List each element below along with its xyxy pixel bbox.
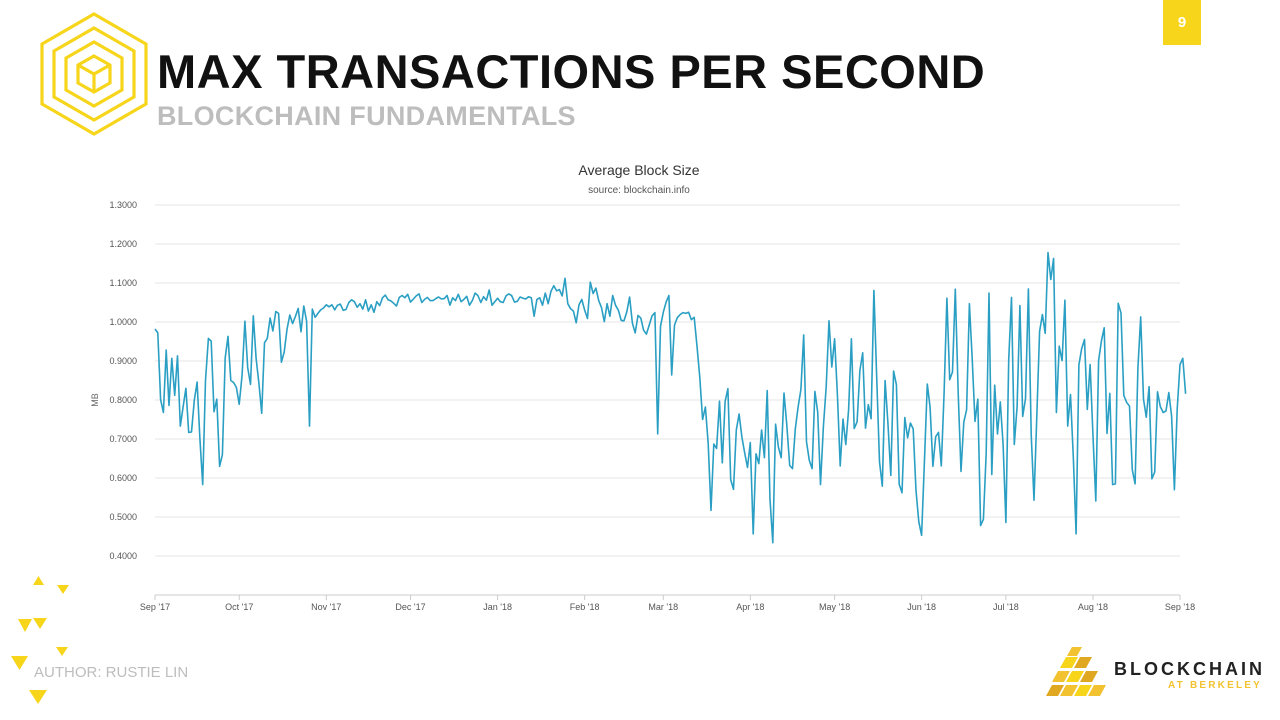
x-tick-label: Dec '17 (395, 602, 425, 612)
x-tick-label: Apr '18 (736, 602, 764, 612)
page-number: 9 (1163, 0, 1201, 45)
triangle-up-icon (33, 576, 44, 585)
triangle-down-icon (29, 690, 47, 704)
x-tick-label: Sep '17 (140, 602, 170, 612)
slide-title: MAX TRANSACTIONS PER SECOND (157, 45, 986, 98)
brand-subtitle: AT BERKELEY (1168, 680, 1263, 691)
cube-hexagon-logo-icon (40, 12, 148, 136)
x-tick-label: Feb '18 (570, 602, 600, 612)
x-tick-label: May '18 (819, 602, 850, 612)
y-tick-label: 1.2000 (109, 239, 137, 249)
average-block-size-chart: Average Block Size source: blockchain.in… (90, 162, 1195, 612)
y-tick-label: 0.8000 (109, 395, 137, 405)
brand-name: BLOCKCHAIN (1114, 659, 1265, 679)
y-tick-label: 1.0000 (109, 317, 137, 327)
triangle-down-icon (57, 585, 69, 594)
chart-subtitle: source: blockchain.info (588, 185, 690, 196)
chart-title: Average Block Size (578, 162, 699, 178)
y-axis-label: MB (90, 393, 100, 407)
y-tick-label: 1.3000 (109, 200, 137, 210)
triangle-down-icon (18, 619, 32, 632)
y-tick-label: 0.5000 (109, 512, 137, 522)
blockchain-at-berkeley-logo-icon (1046, 647, 1106, 696)
x-tick-label: Aug '18 (1078, 602, 1108, 612)
x-tick-label: Jul '18 (993, 602, 1019, 612)
slide-subtitle: BLOCKCHAIN FUNDAMENTALS (157, 101, 576, 131)
triangle-down-icon (11, 656, 28, 670)
x-tick-label: Oct '17 (225, 602, 253, 612)
y-tick-label: 0.7000 (109, 434, 137, 444)
y-tick-label: 0.9000 (109, 356, 137, 366)
x-tick-label: Sep '18 (1165, 602, 1195, 612)
y-tick-label: 0.6000 (109, 473, 137, 483)
author-credit: AUTHOR: RUSTIE LIN (34, 664, 189, 681)
x-tick-label: Jun '18 (907, 602, 936, 612)
x-tick-label: Mar '18 (648, 602, 678, 612)
decorative-triangles (11, 576, 69, 704)
average-block-size-series-line (154, 251, 1187, 544)
x-tick-label: Nov '17 (311, 602, 341, 612)
x-tick-label: Jan '18 (483, 602, 512, 612)
triangle-down-icon (33, 618, 47, 629)
y-tick-label: 1.1000 (109, 278, 137, 288)
y-tick-label: 0.4000 (109, 551, 137, 561)
triangle-down-icon (56, 647, 68, 656)
